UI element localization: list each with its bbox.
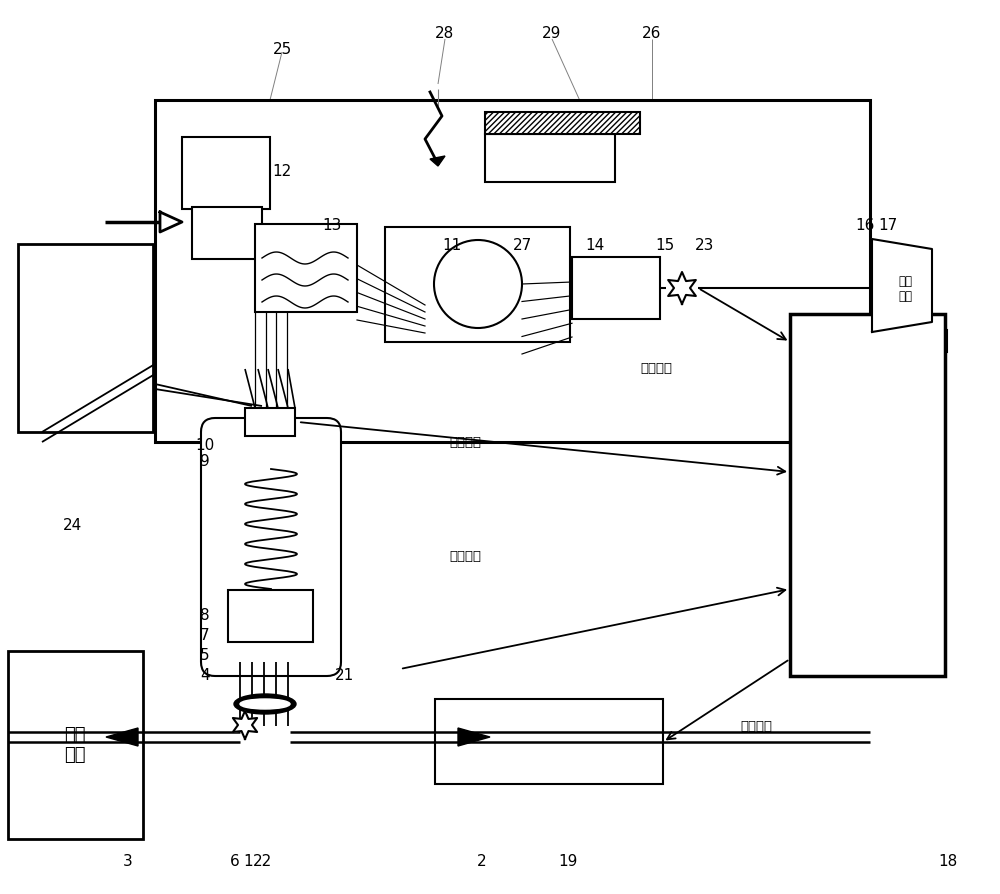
Text: 14: 14 xyxy=(585,239,605,254)
Ellipse shape xyxy=(240,699,290,709)
Text: 29: 29 xyxy=(542,27,562,41)
Text: 24: 24 xyxy=(62,519,82,534)
Text: 6: 6 xyxy=(230,855,240,870)
Text: 数据传输: 数据传输 xyxy=(449,435,481,449)
Text: 4: 4 xyxy=(200,669,210,684)
Text: 16: 16 xyxy=(855,218,875,233)
Text: 患者
腹腔: 患者 腹腔 xyxy=(64,726,86,764)
Bar xyxy=(485,112,640,134)
Bar xyxy=(18,244,153,432)
Bar xyxy=(572,257,660,319)
Text: 23: 23 xyxy=(695,239,715,254)
Bar xyxy=(255,224,357,312)
Text: 8: 8 xyxy=(200,609,210,623)
Polygon shape xyxy=(872,239,932,332)
FancyBboxPatch shape xyxy=(201,418,341,676)
Polygon shape xyxy=(430,156,445,166)
Bar xyxy=(182,137,270,209)
Text: 11: 11 xyxy=(442,239,462,254)
Text: 5: 5 xyxy=(200,648,210,663)
Polygon shape xyxy=(233,711,257,739)
Text: 3: 3 xyxy=(123,855,133,870)
Text: 10: 10 xyxy=(195,438,215,453)
Text: 25: 25 xyxy=(272,41,292,56)
Bar xyxy=(435,699,663,784)
Text: 18: 18 xyxy=(938,855,958,870)
Text: 7: 7 xyxy=(200,628,210,644)
Bar xyxy=(192,207,262,259)
Text: 远程控制: 远程控制 xyxy=(740,720,772,732)
Text: 17: 17 xyxy=(878,218,898,233)
Bar xyxy=(155,100,870,442)
Text: 数据
传输: 数据 传输 xyxy=(898,275,912,303)
Text: 1: 1 xyxy=(243,855,253,870)
Text: 15: 15 xyxy=(655,239,675,254)
Text: 数据传输: 数据传输 xyxy=(449,550,481,562)
Text: 28: 28 xyxy=(435,27,455,41)
Bar xyxy=(485,134,615,182)
Text: 13: 13 xyxy=(322,218,342,233)
Text: 数据传输: 数据传输 xyxy=(640,362,672,375)
Polygon shape xyxy=(458,728,490,746)
Bar xyxy=(862,330,947,352)
Ellipse shape xyxy=(234,694,296,714)
Polygon shape xyxy=(668,272,696,304)
Bar xyxy=(8,651,143,839)
Text: 27: 27 xyxy=(512,239,532,254)
Bar xyxy=(228,590,313,642)
Bar xyxy=(245,408,295,436)
Polygon shape xyxy=(160,212,182,232)
Text: 9: 9 xyxy=(200,454,210,469)
Text: 22: 22 xyxy=(252,855,272,870)
Text: 21: 21 xyxy=(335,669,355,684)
Text: 2: 2 xyxy=(477,855,487,870)
Text: 12: 12 xyxy=(272,164,292,180)
Bar xyxy=(385,227,570,342)
Polygon shape xyxy=(106,728,138,746)
Text: 19: 19 xyxy=(558,855,578,870)
Bar xyxy=(790,314,945,676)
Circle shape xyxy=(434,240,522,328)
Text: 26: 26 xyxy=(642,27,662,41)
